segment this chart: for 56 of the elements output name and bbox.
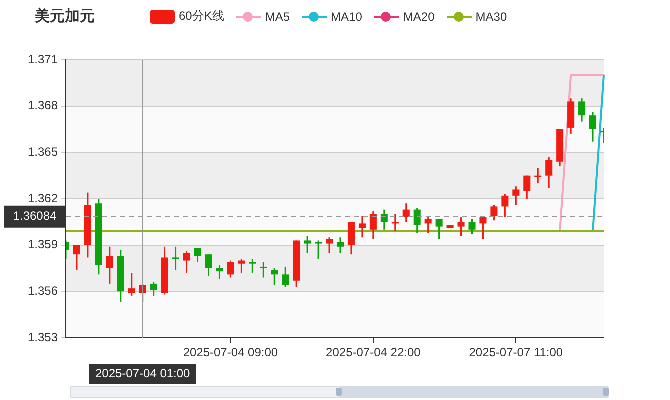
candlestick	[578, 98, 586, 123]
candlestick	[304, 235, 312, 254]
candlestick	[194, 248, 202, 264]
y-tick-label: 1.371	[28, 52, 58, 66]
candlestick	[534, 167, 542, 184]
legend-label: 60分K线	[179, 8, 224, 25]
candlestick	[336, 236, 344, 254]
x-tick-label: 2025-07-04 22:00	[326, 346, 422, 360]
x-tick-label: 2025-07-04 09:00	[183, 346, 278, 360]
chart-title: 美元加元	[35, 7, 95, 26]
candlestick	[546, 156, 553, 189]
candlestick	[402, 202, 410, 223]
candlestick	[370, 210, 377, 240]
candlestick	[106, 246, 114, 285]
candlestick	[358, 215, 366, 238]
candlestick	[238, 258, 246, 274]
candlestick	[468, 218, 476, 236]
y-tick-label: 1.362	[28, 191, 58, 206]
candlestick	[315, 240, 322, 260]
candlestick	[150, 282, 158, 298]
candlestick	[260, 262, 268, 279]
legend-label: MA5	[265, 10, 290, 24]
candlestick	[172, 246, 180, 271]
candlestick	[480, 215, 487, 240]
candlestick	[227, 260, 234, 279]
legend-label: MA10	[331, 10, 362, 24]
candlestick	[249, 258, 256, 274]
x-tick-label: 2025-07-04 01:00	[95, 366, 191, 380]
y-tick-label: 1.368	[28, 98, 58, 113]
legend-label: MA20	[403, 10, 435, 24]
candlestick	[424, 216, 432, 234]
candlestick	[326, 236, 334, 254]
candlestick	[205, 254, 212, 277]
candlestick	[392, 214, 399, 232]
candlestick	[436, 218, 443, 240]
candlestick	[282, 266, 290, 288]
legend-label: MA30	[476, 10, 508, 24]
y-tick-label: 1.359	[28, 238, 58, 252]
ref-line-label: 1.36084	[13, 209, 58, 224]
candlestick	[502, 194, 509, 218]
candlestick	[490, 204, 498, 222]
candlestick	[271, 268, 278, 286]
candlestick	[458, 216, 465, 237]
candlestick	[512, 186, 520, 206]
candlestick	[414, 208, 421, 234]
candlestick	[216, 264, 224, 280]
candlestick	[73, 244, 80, 271]
candlestick	[348, 221, 355, 256]
candlestick	[183, 250, 190, 274]
y-tick-label: 1.356	[28, 284, 58, 298]
candlestick	[524, 175, 531, 200]
candlestick	[590, 112, 597, 143]
y-tick-label: 1.353	[28, 330, 58, 344]
candlestick	[128, 272, 136, 298]
y-tick-label: 1.365	[28, 144, 58, 159]
x-tick-label: 2025-07-07 11:00	[469, 346, 564, 360]
